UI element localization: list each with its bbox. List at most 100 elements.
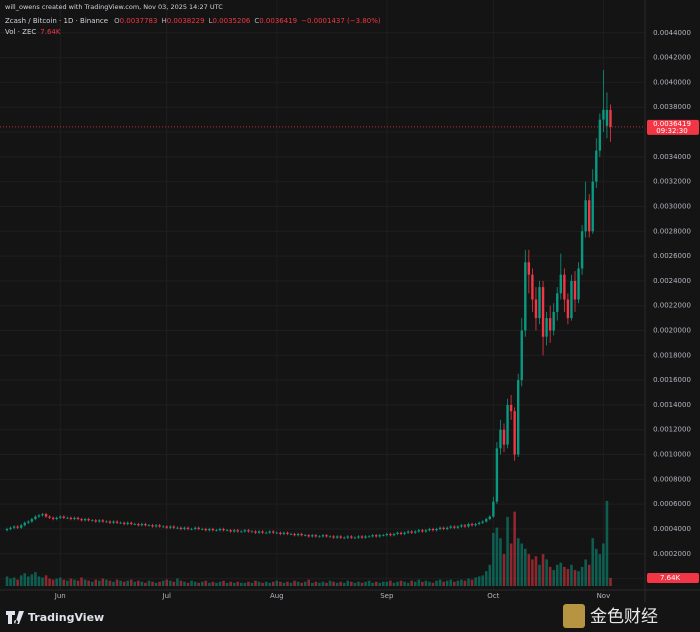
change: −0.0001437 (−3.80%) bbox=[301, 17, 381, 25]
candle-body bbox=[275, 532, 278, 534]
volume-bar bbox=[286, 581, 289, 586]
watermark: 金色财经 bbox=[563, 604, 658, 628]
volume-bar bbox=[112, 581, 115, 586]
volume-bar bbox=[367, 580, 371, 586]
volume-bar bbox=[449, 579, 453, 586]
volume-bar bbox=[470, 579, 474, 586]
candle-body bbox=[126, 522, 129, 525]
candle-body bbox=[335, 536, 339, 538]
volume-bar bbox=[332, 581, 335, 586]
volume-bar bbox=[240, 582, 243, 586]
volume-bar bbox=[215, 582, 218, 586]
candle-body bbox=[76, 517, 80, 520]
price-countdown: 09:32:30 bbox=[656, 127, 687, 135]
volume-bar bbox=[19, 575, 23, 586]
volume-bar bbox=[183, 581, 186, 586]
volume-tag: 7.64K bbox=[660, 574, 681, 582]
candle-body bbox=[115, 521, 119, 523]
volume-bar bbox=[236, 581, 240, 586]
y-tick-label: 0.0044000 bbox=[653, 29, 691, 37]
candle-body bbox=[559, 274, 562, 294]
volume-bar bbox=[481, 575, 484, 586]
volume-bar bbox=[570, 564, 573, 586]
credit: will_owens created with TradingView.com,… bbox=[5, 3, 223, 11]
volume-bar bbox=[179, 580, 183, 586]
candle-body bbox=[343, 537, 346, 539]
candle-body bbox=[162, 526, 165, 528]
price-tag: 0.0036419 bbox=[653, 120, 691, 128]
volume-bar bbox=[321, 581, 325, 586]
volume-bar bbox=[350, 581, 353, 586]
volume-bar bbox=[602, 543, 605, 586]
candle-body bbox=[495, 448, 499, 502]
volume-bar bbox=[16, 579, 19, 586]
volume-bar bbox=[467, 578, 470, 586]
candle-body bbox=[580, 231, 584, 269]
candle-body bbox=[108, 521, 112, 523]
candle-body bbox=[147, 525, 151, 527]
candle-body bbox=[481, 521, 484, 523]
candle-body bbox=[414, 531, 417, 533]
volume-bar bbox=[23, 573, 27, 586]
candle-body bbox=[470, 524, 474, 526]
volume-bar bbox=[438, 579, 442, 586]
candle-body bbox=[520, 330, 523, 381]
candle-body bbox=[499, 429, 502, 449]
candle-body bbox=[140, 524, 144, 526]
volume-bar bbox=[545, 559, 548, 586]
volume-bar bbox=[413, 581, 417, 586]
candle-body bbox=[531, 274, 534, 300]
candle-body bbox=[222, 528, 225, 531]
volume-bar bbox=[169, 580, 172, 586]
candle-body bbox=[257, 531, 261, 533]
candle-body bbox=[573, 280, 577, 300]
candle-body bbox=[16, 526, 19, 528]
volume-bar bbox=[90, 581, 94, 586]
volume-bar bbox=[399, 580, 403, 586]
ohlc-value: 0.0037783 bbox=[120, 17, 158, 25]
candle-body bbox=[98, 520, 101, 522]
x-tick-label: Jul bbox=[162, 592, 172, 600]
candle-body bbox=[233, 530, 236, 532]
watermark-text: 金色财经 bbox=[590, 607, 658, 627]
volume-bar bbox=[371, 582, 374, 586]
candle-body bbox=[588, 200, 591, 232]
y-tick-label: 0.0014000 bbox=[653, 401, 691, 409]
candle-body bbox=[172, 526, 176, 528]
volume-bar bbox=[190, 580, 193, 586]
volume-bar bbox=[275, 580, 279, 586]
candle-body bbox=[272, 531, 275, 533]
volume-bar bbox=[222, 580, 225, 586]
candle-body bbox=[598, 119, 602, 151]
candle-body bbox=[240, 531, 243, 533]
volume-bar bbox=[453, 581, 456, 586]
y-tick-label: 0.0006000 bbox=[653, 500, 691, 508]
volume-bar bbox=[527, 554, 531, 586]
volume-bar bbox=[73, 579, 76, 586]
volume-bar bbox=[506, 516, 509, 586]
candle-body bbox=[27, 521, 30, 523]
volume-bar bbox=[5, 576, 9, 586]
volume-bar bbox=[584, 559, 587, 586]
candle-body bbox=[62, 516, 65, 518]
x-tick-label: Nov bbox=[597, 592, 611, 600]
candle-body bbox=[311, 535, 314, 537]
candle-body bbox=[48, 516, 51, 518]
candle-body bbox=[80, 519, 83, 521]
candle-body bbox=[91, 520, 94, 522]
candle-body bbox=[229, 530, 232, 532]
candle-body bbox=[453, 526, 456, 528]
volume-bar bbox=[147, 580, 151, 586]
candle-body bbox=[12, 526, 16, 528]
price-tag-bg bbox=[647, 119, 699, 135]
y-tick-label: 0.0008000 bbox=[653, 475, 691, 483]
candle-body bbox=[566, 299, 570, 319]
volume-bar bbox=[463, 580, 467, 586]
candle-body bbox=[460, 525, 463, 527]
candle-body bbox=[406, 531, 410, 533]
volume-bar bbox=[98, 580, 101, 586]
candle-body bbox=[183, 527, 186, 529]
volume-bar bbox=[264, 581, 268, 586]
logo-text: TradingView bbox=[28, 611, 104, 624]
